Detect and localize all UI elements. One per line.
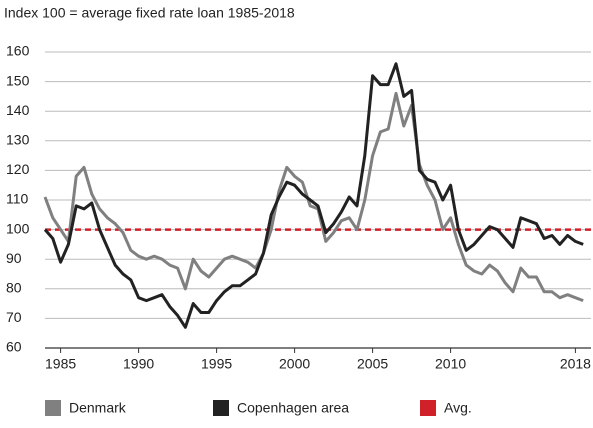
legend-swatch — [420, 400, 436, 416]
x-tick-label: 2005 — [357, 356, 388, 372]
series-line — [43, 91, 584, 303]
series-line — [43, 62, 584, 329]
y-tick-label: 160 — [6, 43, 30, 59]
y-tick-label: 70 — [6, 309, 22, 325]
x-tick-label: 2018 — [560, 356, 591, 372]
chart-title: Index 100 = average fixed rate loan 1985… — [4, 5, 295, 21]
y-tick-label: 60 — [6, 339, 22, 355]
y-tick-label: 100 — [6, 220, 30, 236]
x-tick-label: 1990 — [123, 356, 154, 372]
x-tick-label: 1995 — [201, 356, 232, 372]
y-tick-label: 130 — [6, 132, 30, 148]
y-tick-label: 90 — [6, 250, 22, 266]
y-tick-label: 110 — [6, 191, 29, 207]
legend-swatch — [213, 400, 229, 416]
legend-label: Avg. — [444, 400, 472, 416]
y-tick-label: 150 — [6, 72, 30, 88]
y-tick-label: 120 — [6, 161, 30, 177]
legend-label: Copenhagen area — [237, 400, 349, 416]
legend-label: Denmark — [69, 400, 127, 416]
legend-swatch — [45, 400, 61, 416]
y-tick-label: 80 — [6, 280, 22, 296]
x-tick-label: 1985 — [45, 356, 76, 372]
x-tick-label: 2010 — [435, 356, 466, 372]
x-tick-label: 2000 — [279, 356, 310, 372]
y-tick-label: 140 — [6, 102, 30, 118]
